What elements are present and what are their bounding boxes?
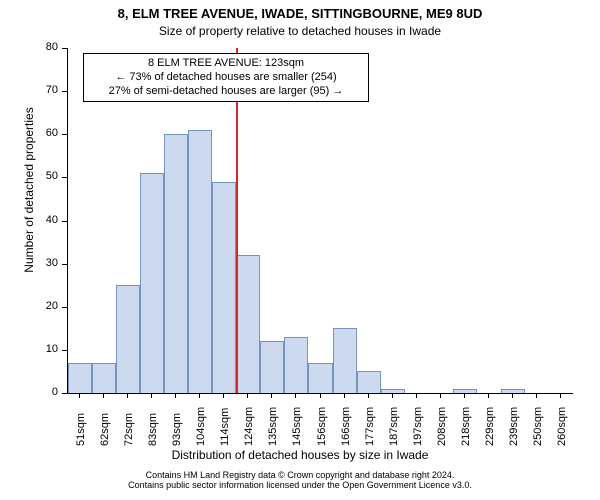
x-tick-label: 114sqm	[219, 408, 231, 446]
histogram-bar	[188, 130, 212, 393]
x-tick-mark	[560, 393, 561, 398]
histogram-bar	[116, 285, 140, 393]
x-tick-mark	[320, 393, 321, 398]
chart-title: 8, ELM TREE AVENUE, IWADE, SITTINGBOURNE…	[0, 6, 600, 21]
annotation-line: ← 73% of detached houses are smaller (25…	[88, 71, 364, 85]
histogram-bar	[357, 371, 381, 393]
y-tick-label: 30	[34, 257, 58, 269]
x-tick-label: 218sqm	[460, 407, 472, 446]
x-tick-label: 83sqm	[147, 413, 159, 446]
histogram-bar	[236, 255, 260, 393]
x-tick-label: 93sqm	[171, 413, 183, 446]
x-tick-label: 208sqm	[436, 407, 448, 446]
y-tick-mark	[62, 307, 67, 308]
y-tick-label: 80	[34, 41, 58, 53]
x-tick-mark	[79, 393, 80, 398]
x-tick-label: 104sqm	[195, 407, 207, 446]
x-tick-label: 166sqm	[340, 407, 352, 446]
x-tick-mark	[344, 393, 345, 398]
x-tick-label: 51sqm	[75, 413, 87, 446]
histogram-bar	[308, 363, 332, 393]
x-tick-mark	[151, 393, 152, 398]
y-tick-mark	[62, 91, 67, 92]
x-tick-label: 145sqm	[291, 407, 303, 446]
histogram-bar	[260, 341, 284, 393]
x-tick-label: 124sqm	[243, 407, 255, 446]
x-tick-mark	[464, 393, 465, 398]
y-tick-mark	[62, 134, 67, 135]
x-axis-label: Distribution of detached houses by size …	[0, 448, 600, 462]
y-tick-mark	[62, 393, 67, 394]
y-tick-label: 10	[34, 343, 58, 355]
y-tick-mark	[62, 221, 67, 222]
x-tick-label: 62sqm	[99, 413, 111, 446]
annotation-line: 8 ELM TREE AVENUE: 123sqm	[88, 57, 364, 71]
x-tick-mark	[416, 393, 417, 398]
histogram-bar	[284, 337, 308, 393]
y-tick-mark	[62, 264, 67, 265]
x-tick-mark	[368, 393, 369, 398]
y-tick-label: 50	[34, 170, 58, 182]
x-tick-mark	[440, 393, 441, 398]
y-tick-label: 60	[34, 127, 58, 139]
histogram-bar	[164, 134, 188, 393]
y-tick-label: 0	[34, 386, 58, 398]
histogram-bar	[140, 173, 164, 393]
footer-text: Contains HM Land Registry data © Crown c…	[0, 470, 600, 490]
x-tick-mark	[536, 393, 537, 398]
x-tick-mark	[175, 393, 176, 398]
footer-line-2: Contains public sector information licen…	[128, 480, 472, 490]
x-tick-label: 177sqm	[364, 407, 376, 446]
x-tick-mark	[295, 393, 296, 398]
x-tick-label: 72sqm	[123, 413, 135, 446]
y-tick-label: 70	[34, 84, 58, 96]
histogram-bar	[92, 363, 116, 393]
x-tick-label: 250sqm	[532, 407, 544, 446]
x-tick-mark	[271, 393, 272, 398]
x-tick-label: 135sqm	[267, 407, 279, 446]
x-tick-label: 187sqm	[388, 407, 400, 446]
annotation-box: 8 ELM TREE AVENUE: 123sqm← 73% of detach…	[83, 53, 369, 102]
x-tick-mark	[223, 393, 224, 398]
x-tick-label: 156sqm	[316, 407, 328, 446]
x-tick-mark	[103, 393, 104, 398]
x-tick-mark	[392, 393, 393, 398]
x-tick-mark	[488, 393, 489, 398]
x-tick-label: 229sqm	[484, 407, 496, 446]
x-tick-label: 197sqm	[412, 407, 424, 446]
y-tick-mark	[62, 48, 67, 49]
y-tick-mark	[62, 177, 67, 178]
x-tick-label: 239sqm	[508, 407, 520, 446]
x-tick-mark	[127, 393, 128, 398]
x-tick-mark	[247, 393, 248, 398]
x-tick-label: 260sqm	[556, 407, 568, 446]
y-tick-mark	[62, 350, 67, 351]
footer-line-1: Contains HM Land Registry data © Crown c…	[146, 470, 455, 480]
annotation-line: 27% of semi-detached houses are larger (…	[88, 85, 364, 99]
y-tick-label: 40	[34, 214, 58, 226]
x-tick-mark	[199, 393, 200, 398]
chart-subtitle: Size of property relative to detached ho…	[0, 24, 600, 38]
histogram-bar	[212, 182, 236, 393]
histogram-bar	[333, 328, 357, 393]
histogram-bar	[68, 363, 92, 393]
x-tick-mark	[512, 393, 513, 398]
y-tick-label: 20	[34, 300, 58, 312]
